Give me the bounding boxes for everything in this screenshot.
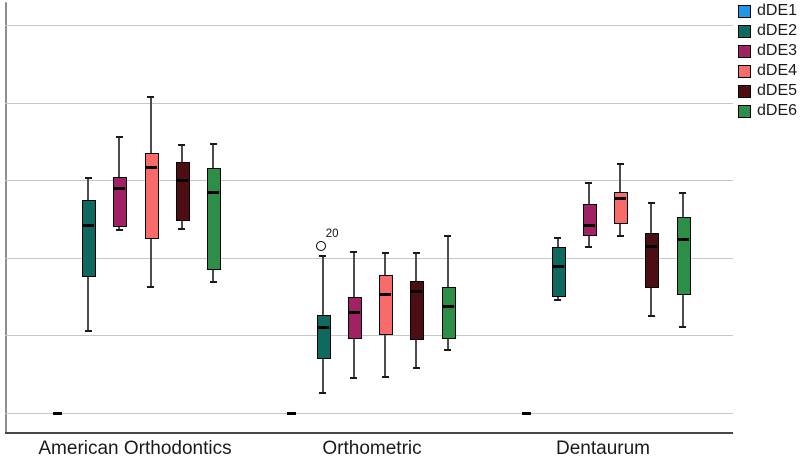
whisker-cap-top-dDE6-orthometric [444, 235, 451, 238]
gridline-y-2 [5, 257, 733, 259]
whisker-cap-top-dDE2-american-orthodontics [84, 176, 92, 179]
box-dDE5-orthometric [410, 281, 425, 340]
whisker-cap-top-dDE6-american-orthodontics [209, 142, 217, 145]
box-dDE6-dentaurum [676, 216, 691, 295]
whisker-cap-top-dDE6-dentaurum [679, 191, 686, 194]
median-dDE3-dentaurum [582, 224, 595, 228]
whisker-cap-bottom-dDE2-dentaurum [554, 298, 562, 301]
whisker-cap-top-dDE5-dentaurum [647, 201, 655, 204]
median-dDE3-orthometric [347, 311, 360, 315]
median-dDE5-orthometric [410, 290, 423, 294]
gridline-y-5 [5, 25, 733, 26]
legend-swatch-dDE5 [738, 84, 751, 98]
legend-swatch-dDE2 [738, 24, 751, 38]
gridline-y-0 [5, 413, 733, 414]
box-dDE3-orthometric [347, 297, 362, 339]
median-dDE3-american-orthodontics [113, 187, 126, 191]
whisker-cap-bottom-dDE5-orthometric [412, 366, 420, 369]
legend-item-dDE4: dDE4 [738, 62, 810, 79]
box-dDE5-american-orthodontics [175, 162, 190, 221]
legend-label-dDE4: dDE4 [757, 62, 798, 79]
gridline-y-4 [5, 102, 733, 104]
whisker-cap-top-dDE4-orthometric [381, 252, 389, 255]
legend: dDE1 dDE2 dDE3 dDE4 dDE5 dDE6 [738, 2, 810, 130]
whisker-cap-top-dDE3-american-orthodontics [115, 135, 123, 138]
legend-item-dDE6: dDE6 [738, 102, 810, 119]
box-dDE1-orthometric-flat [287, 411, 296, 415]
whisker-cap-bottom-dDE6-dentaurum [679, 325, 686, 328]
gridline-y-3 [5, 180, 733, 182]
whisker-cap-top-dDE2-orthometric [319, 255, 327, 258]
box-dDE5-dentaurum [645, 232, 660, 288]
category-label-american-orthodontics: American Orthodontics [38, 438, 232, 459]
whisker-cap-bottom-dDE3-orthometric [350, 377, 358, 380]
legend-label-dDE5: dDE5 [757, 82, 798, 99]
legend-label-dDE2: dDE2 [757, 22, 798, 39]
whisker-cap-bottom-dDE3-american-orthodontics [115, 228, 123, 231]
box-dDE6-orthometric [441, 287, 456, 339]
legend-label-dDE3: dDE3 [757, 42, 798, 59]
gridline-y-1 [5, 335, 733, 337]
box-dDE4-american-orthodontics [144, 153, 159, 239]
outlier-dDE2-orthometric [315, 240, 326, 251]
whisker-cap-bottom-dDE5-dentaurum [647, 315, 655, 317]
whisker-cap-bottom-dDE4-orthometric [381, 376, 389, 379]
whisker-cap-top-dDE5-american-orthodontics [178, 144, 186, 147]
median-dDE5-american-orthodontics [175, 179, 188, 183]
median-dDE4-american-orthodontics [144, 166, 157, 170]
box-dDE2-american-orthodontics [82, 200, 97, 277]
box-dDE1-american-orthodontics-flat [52, 411, 62, 415]
whisker-cap-bottom-dDE4-american-orthodontics [147, 286, 155, 289]
whisker-cap-bottom-dDE3-dentaurum [585, 245, 593, 248]
median-dDE6-american-orthodontics [207, 191, 219, 195]
legend-swatch-dDE1 [738, 4, 751, 18]
legend-swatch-dDE3 [738, 44, 751, 58]
box-dDE2-dentaurum [551, 246, 566, 298]
whisker-cap-bottom-dDE6-american-orthodontics [209, 280, 217, 283]
whisker-cap-top-dDE4-american-orthodontics [147, 96, 155, 99]
box-dDE2-orthometric [316, 315, 331, 360]
whisker-cap-top-dDE4-dentaurum [616, 162, 624, 165]
median-dDE2-dentaurum [551, 264, 564, 268]
box-dDE4-orthometric [379, 274, 394, 336]
whisker-cap-top-dDE3-dentaurum [585, 182, 593, 185]
median-dDE5-dentaurum [645, 245, 658, 249]
median-dDE4-orthometric [379, 292, 392, 296]
whisker-cap-bottom-dDE5-american-orthodontics [178, 228, 186, 231]
whisker-cap-bottom-dDE6-orthometric [444, 349, 451, 352]
box-dDE3-american-orthodontics [113, 177, 128, 228]
outlier-label: 20 [325, 227, 339, 240]
category-label-dentaurum: Dentaurum [556, 438, 650, 459]
legend-label-dDE1: dDE1 [757, 2, 798, 19]
legend-item-dDE2: dDE2 [738, 22, 810, 39]
median-dDE6-dentaurum [676, 238, 689, 242]
median-dDE6-orthometric [441, 305, 454, 309]
whisker-cap-bottom-dDE2-orthometric [319, 391, 327, 394]
whisker-cap-top-dDE2-dentaurum [554, 237, 562, 240]
box-dDE6-american-orthodontics [207, 167, 221, 270]
x-axis-line [5, 432, 733, 434]
whisker-cap-bottom-dDE4-dentaurum [616, 235, 624, 238]
median-dDE4-dentaurum [614, 197, 627, 201]
legend-swatch-dDE6 [738, 104, 751, 118]
median-dDE2-orthometric [316, 326, 329, 330]
legend-swatch-dDE4 [738, 64, 751, 78]
category-label-orthometric: Orthometric [322, 438, 422, 459]
box-dDE3-dentaurum [582, 204, 597, 236]
legend-label-dDE6: dDE6 [757, 102, 798, 119]
legend-item-dDE5: dDE5 [738, 82, 810, 99]
whisker-cap-bottom-dDE2-american-orthodontics [84, 329, 92, 332]
box-dDE1-dentaurum-flat [522, 411, 531, 415]
median-dDE2-american-orthodontics [82, 223, 95, 227]
legend-item-dDE1: dDE1 [738, 2, 810, 19]
legend-item-dDE3: dDE3 [738, 42, 810, 59]
whisker-cap-top-dDE5-orthometric [412, 252, 420, 255]
y-axis-line [5, 2, 7, 433]
whisker-cap-top-dDE3-orthometric [350, 251, 358, 254]
